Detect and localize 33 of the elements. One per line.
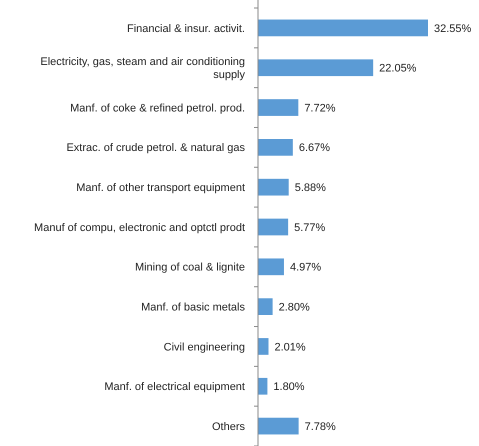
- y-tick-label: Civil engineering: [164, 341, 245, 354]
- y-tick-label: Manf. of basic metals: [141, 301, 246, 314]
- data-label: 22.05%: [379, 62, 417, 75]
- bar: [258, 59, 374, 76]
- y-tick-label: Manf. of electrical equipment: [104, 381, 245, 394]
- y-tick-label: Others: [212, 420, 246, 433]
- y-tick-label: Manf. of other transport equipment: [76, 182, 245, 194]
- data-label: 4.97%: [290, 262, 322, 274]
- bar: [258, 99, 298, 116]
- data-label: 6.67%: [298, 142, 330, 154]
- y-tick-label: Mining of coal & lignite: [134, 262, 245, 274]
- data-label: 7.72%: [304, 102, 336, 114]
- bar: [258, 218, 288, 236]
- y-tick-label: Manf. of coke & refined petrol. prod.: [70, 102, 245, 114]
- data-label: 1.80%: [273, 381, 305, 394]
- bar: [258, 20, 428, 36]
- bar: [258, 178, 289, 196]
- data-label: 5.77%: [294, 222, 326, 234]
- bar: [258, 139, 293, 156]
- data-label: 7.78%: [304, 420, 336, 433]
- data-label: 32.55%: [434, 22, 472, 35]
- bar: [258, 418, 299, 434]
- bar: [258, 298, 273, 315]
- bar: [258, 378, 268, 395]
- data-label: 2.80%: [278, 301, 310, 314]
- data-label: 2.01%: [274, 341, 306, 354]
- y-tick-label: Financial & insur. activit.: [127, 22, 245, 35]
- y-tick-label: Electricity, gas, steam and air conditioning supply: [40, 56, 246, 82]
- bar: [258, 258, 284, 276]
- bar: [258, 338, 268, 355]
- y-tick-label: Extrac. of crude petrol. & natural gas: [66, 142, 246, 154]
- data-label: 5.88%: [294, 182, 326, 194]
- y-tick-label: Manuf of compu, electronic and optctl prodt: [34, 222, 245, 234]
